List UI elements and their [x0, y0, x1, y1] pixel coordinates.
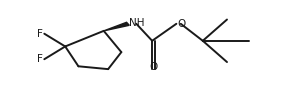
Text: O: O: [149, 62, 158, 72]
Text: NH: NH: [129, 18, 145, 28]
Text: F: F: [37, 29, 43, 39]
Polygon shape: [104, 22, 129, 31]
Text: O: O: [177, 19, 185, 29]
Text: F: F: [37, 54, 43, 64]
